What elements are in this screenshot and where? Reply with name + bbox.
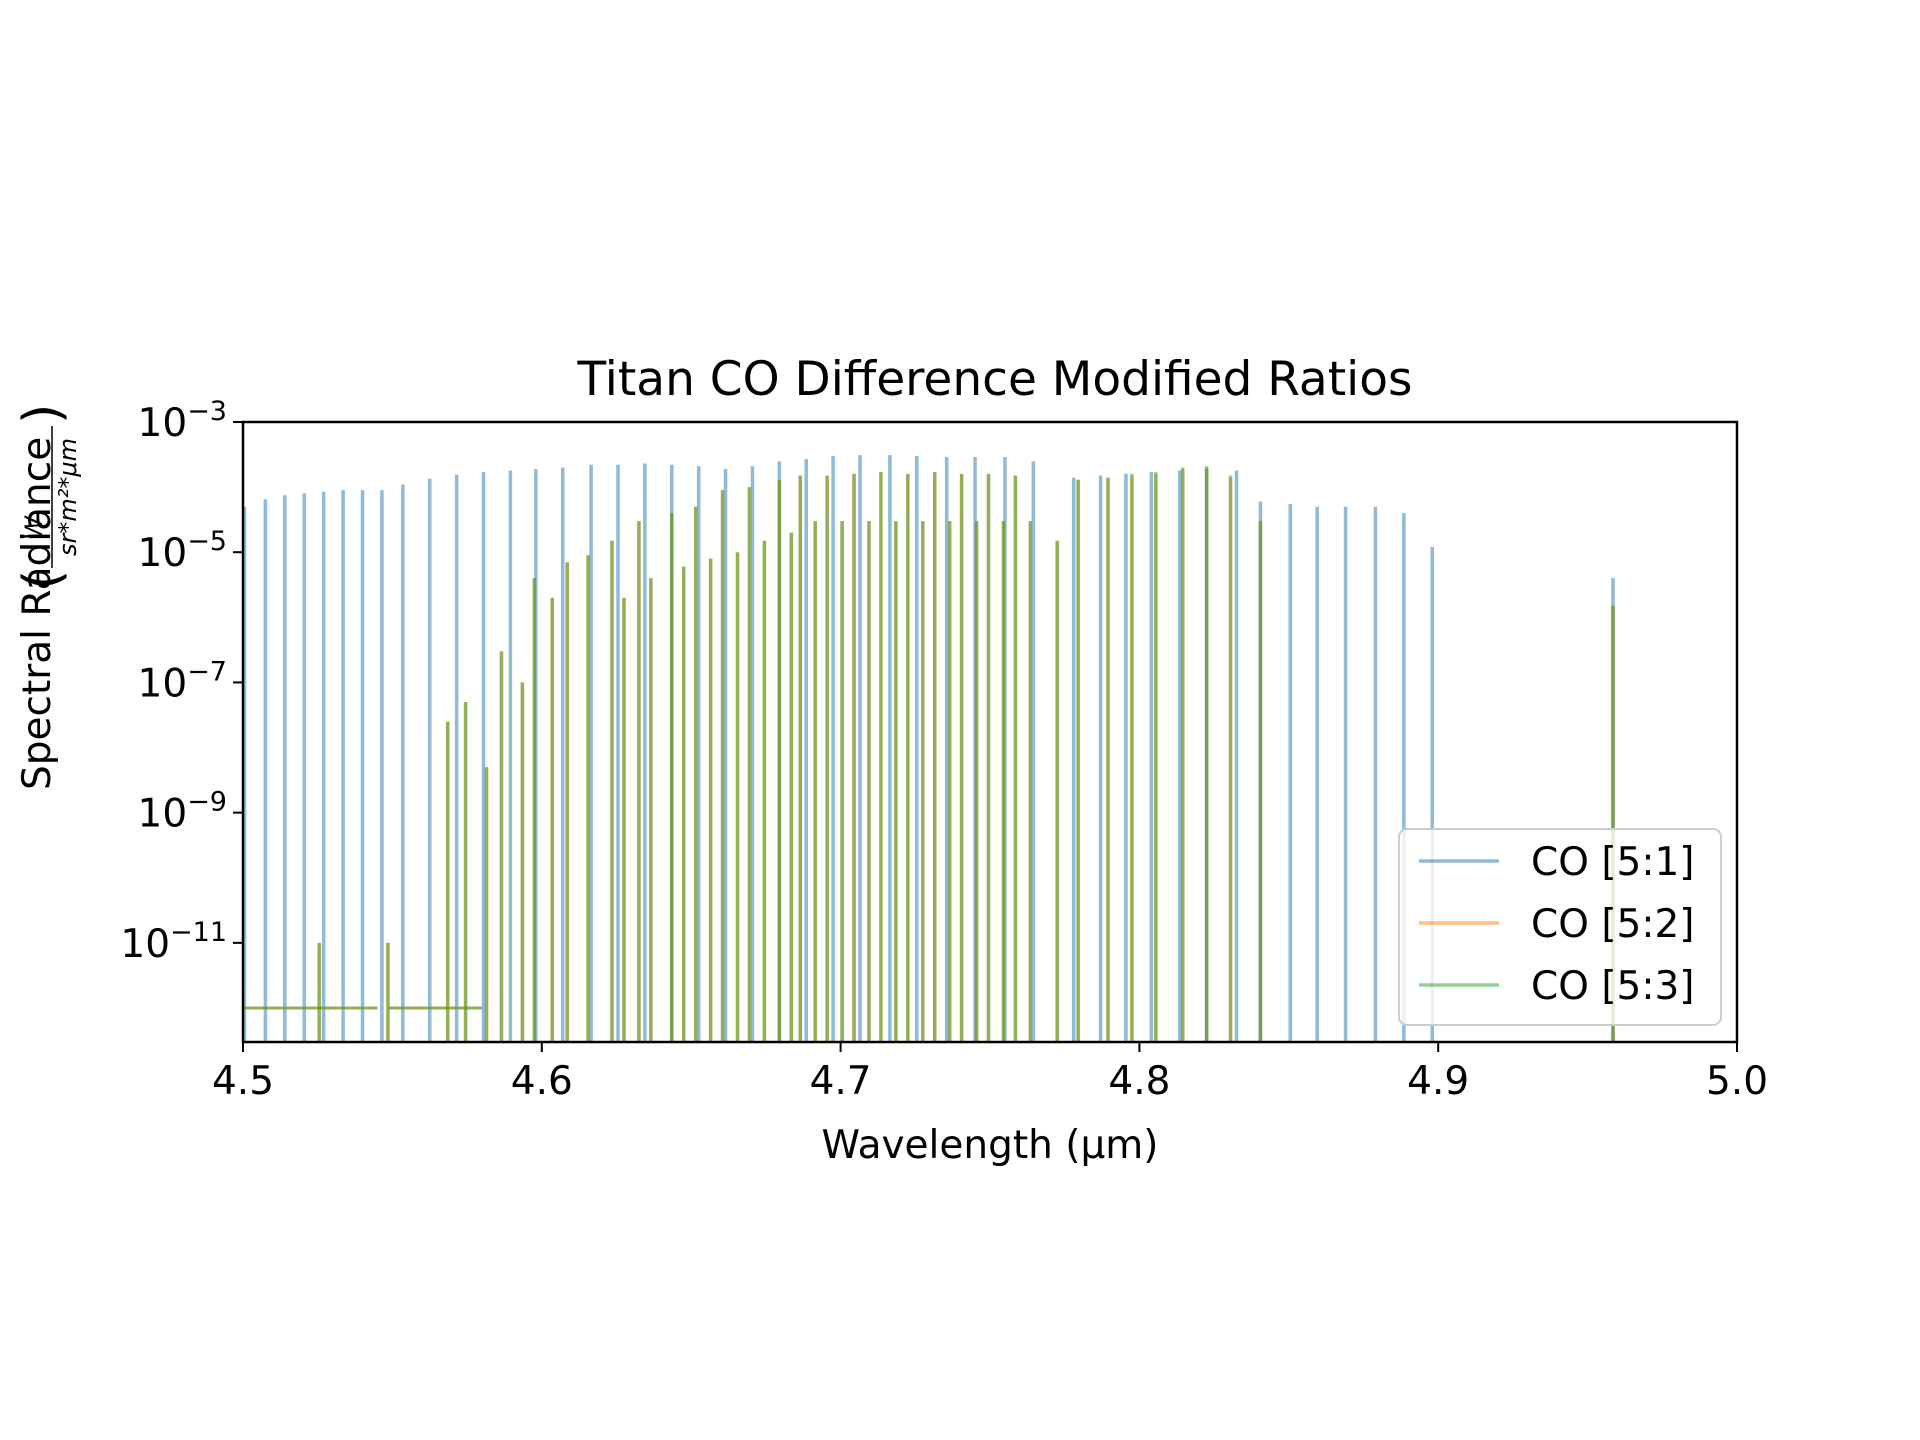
y-tick-exponent: −9 [187,787,227,818]
y-tick-label: 10−3 [138,396,227,446]
y-tick-label: 10−11 [120,917,227,967]
series-3 [243,466,1615,1042]
chart-title: Titan CO Difference Modified Ratios [577,352,1413,407]
y-tick-label: 10−9 [138,787,227,837]
legend-label: CO [5:3] [1531,964,1695,1009]
x-tick-label: 4.9 [1407,1059,1469,1104]
y-tick-label: 10−7 [138,656,227,706]
x-axis-ticks: 4.5 4.6 4.7 4.8 4.9 5.0 [212,1042,1768,1104]
y-tick-base: 10 [138,531,188,576]
y-axis-unit-open-paren: ( [13,570,73,590]
legend-label: CO [5:1] [1531,840,1695,885]
y-axis-unit: ( W sr*m²*μm ) [13,404,82,590]
plot-area [241,420,1739,1044]
x-tick-label: 4.5 [212,1059,274,1104]
y-tick-base: 10 [138,401,188,446]
legend: CO [5:1] CO [5:2] CO [5:3] [1398,828,1722,1026]
series-1 [243,455,1615,1042]
x-tick-label: 4.8 [1108,1059,1170,1104]
y-tick-base: 10 [138,792,188,837]
y-tick-exponent: −7 [187,656,227,687]
y-tick-exponent: −5 [187,526,227,557]
y-axis-ticks: 10−310−510−710−910−11 [120,396,243,967]
y-tick-exponent: −3 [187,396,227,427]
series-layer [243,455,1615,1042]
y-axis-unit-denominator: sr*m²*μm [54,438,82,556]
y-tick-exponent: −11 [170,917,227,948]
y-tick-label: 10−5 [138,526,227,576]
x-tick-label: 4.6 [511,1059,573,1104]
legend-box [1398,828,1722,1026]
plot-frame [241,420,1739,1044]
legend-label: CO [5:2] [1531,902,1695,947]
x-axis-label: Wavelength (μm) [822,1123,1159,1168]
x-tick-label: 4.7 [810,1059,872,1104]
x-tick-label: 5.0 [1706,1059,1768,1104]
y-axis-unit-numerator: W [20,515,48,540]
y-axis-unit-close-paren: ) [13,404,73,424]
y-tick-base: 10 [120,922,170,967]
y-tick-base: 10 [138,661,188,706]
